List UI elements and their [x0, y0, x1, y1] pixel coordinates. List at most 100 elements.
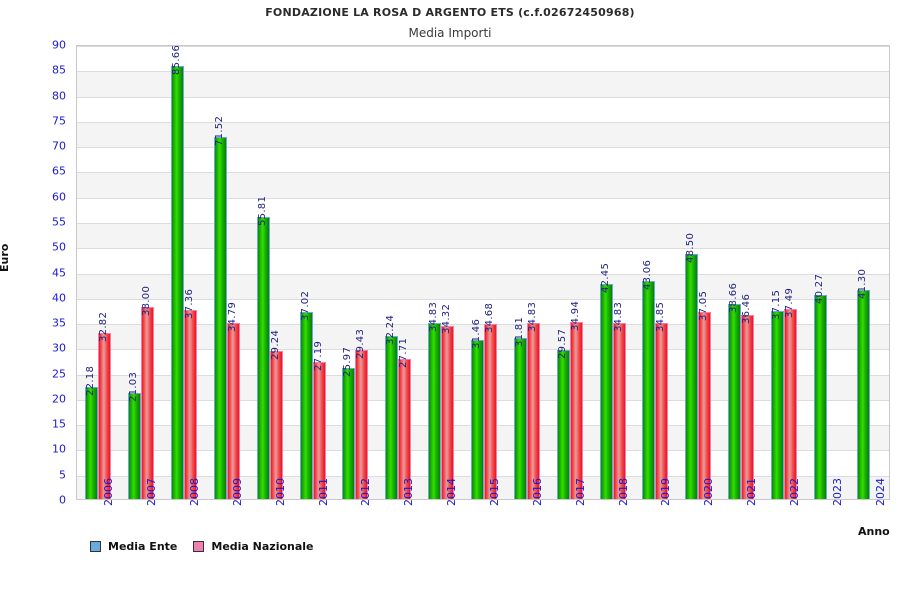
bar-value-label: 36.46: [741, 293, 753, 324]
plot-band: [77, 121, 889, 148]
legend-swatch-icon: [193, 541, 205, 552]
bar-value-label: 21.03: [128, 371, 140, 402]
bar-media-ente[interactable]: [513, 338, 527, 499]
bar-value-label: 31.81: [513, 317, 525, 348]
bar-media-ente[interactable]: [599, 284, 613, 499]
gridline: [77, 198, 889, 199]
y-axis-tick-label: 30: [52, 341, 66, 355]
x-axis-tick-label: 2014: [445, 478, 459, 506]
y-axis-tick-label: 85: [52, 63, 66, 77]
bar-media-nazionale[interactable]: [184, 310, 198, 499]
bar-media-ente[interactable]: [556, 349, 570, 499]
gridline: [77, 248, 889, 249]
bar-media-ente[interactable]: [85, 386, 99, 499]
bar-value-label: 27.19: [312, 340, 324, 371]
bar-media-ente[interactable]: [428, 322, 442, 499]
bar-media-nazionale[interactable]: [355, 350, 369, 499]
legend-item-media-ente[interactable]: Media Ente: [90, 540, 177, 553]
bar-value-label: 37.05: [698, 290, 710, 321]
x-axis-tick-label: 2017: [573, 478, 587, 506]
bar-value-label: 38.66: [728, 282, 740, 313]
y-axis-tick-label: 90: [52, 38, 66, 52]
bar-media-nazionale[interactable]: [569, 322, 583, 499]
bar-media-nazionale[interactable]: [312, 361, 326, 499]
gridline: [77, 97, 889, 98]
x-axis-tick-label: 2019: [659, 478, 673, 506]
bar-media-nazionale[interactable]: [398, 358, 412, 499]
bar-value-label: 37.15: [770, 290, 782, 321]
bar-media-ente[interactable]: [128, 392, 142, 499]
bar-media-nazionale[interactable]: [141, 306, 155, 499]
bar-media-ente[interactable]: [342, 367, 356, 499]
bar-media-nazionale[interactable]: [98, 333, 112, 499]
y-axis-tick-label: 25: [52, 367, 66, 381]
y-axis-tick-label: 5: [59, 468, 66, 482]
bar-media-nazionale[interactable]: [226, 323, 240, 499]
bar-media-ente[interactable]: [685, 253, 699, 499]
bar-value-label: 34.79: [226, 301, 238, 333]
legend-item-media-nazionale[interactable]: Media Nazionale: [193, 540, 314, 553]
bar-media-ente[interactable]: [171, 65, 185, 499]
bar-value-label: 32.24: [385, 314, 397, 345]
legend-label: Media Nazionale: [211, 540, 314, 553]
bar-media-ente[interactable]: [728, 303, 742, 499]
bar-value-label: 34.94: [569, 301, 581, 332]
gridline: [77, 223, 889, 224]
bar-value-label: 71.52: [213, 116, 225, 147]
bar-value-label: 37.36: [184, 288, 196, 320]
bar-media-ente[interactable]: [256, 216, 270, 499]
bar-media-ente[interactable]: [213, 137, 227, 499]
bar-media-nazionale[interactable]: [612, 322, 626, 499]
bar-value-label: 34.32: [441, 304, 453, 335]
bar-media-nazionale[interactable]: [698, 311, 712, 499]
bar-value-label: 41.30: [856, 269, 868, 300]
bar-value-label: 34.83: [526, 301, 538, 332]
chart-subtitle: Media Importi: [408, 26, 492, 40]
bar-value-label: 27.71: [398, 337, 410, 368]
bar-media-nazionale[interactable]: [655, 322, 669, 499]
bar-value-label: 43.06: [642, 260, 654, 291]
y-axis-tick-label: 45: [52, 266, 66, 279]
bar-value-label: 37.02: [299, 290, 311, 321]
bar-media-ente[interactable]: [385, 336, 399, 499]
bar-value-label: 34.83: [612, 301, 624, 332]
gridline: [77, 147, 889, 148]
plot-band: [77, 71, 889, 97]
bar-value-label: 29.43: [355, 329, 367, 360]
x-axis-label: Anno: [858, 525, 890, 538]
bar-media-nazionale[interactable]: [441, 325, 455, 499]
x-axis-tick-label: 2011: [316, 478, 330, 506]
x-axis-tick-label: 2016: [530, 478, 544, 506]
bar-media-nazionale[interactable]: [526, 322, 540, 499]
bar-value-label: 34.68: [484, 302, 495, 333]
plot-band: [77, 222, 889, 249]
bar-media-ente[interactable]: [299, 311, 313, 499]
bar-value-label: 42.45: [599, 263, 611, 294]
x-axis-tick-label: 2021: [745, 478, 759, 506]
x-axis-tick-label: 2008: [188, 478, 202, 506]
bar-value-label: 29.24: [269, 330, 281, 361]
x-axis-tick-label: 2020: [702, 478, 716, 506]
y-axis-tick-label: 40: [52, 291, 66, 305]
bar-media-ente[interactable]: [471, 339, 484, 499]
x-axis-tick-label: 2013: [402, 478, 416, 506]
bar-media-ente[interactable]: [856, 290, 870, 499]
bar-media-ente[interactable]: [642, 281, 656, 499]
bar-media-nazionale[interactable]: [783, 309, 797, 499]
bar-media-nazionale[interactable]: [741, 314, 755, 499]
y-axis-tick-label: 80: [52, 89, 66, 103]
y-axis-tick-label: 65: [52, 164, 66, 178]
bar-value-label: 48.50: [685, 232, 697, 263]
bar-media-ente[interactable]: [813, 295, 827, 499]
bar-media-ente[interactable]: [770, 311, 784, 499]
gridline: [77, 122, 889, 123]
bar-media-nazionale[interactable]: [484, 323, 497, 499]
x-axis-tick-label: 2009: [230, 478, 244, 506]
x-axis-tick-label: 2015: [488, 478, 501, 506]
bar-value-label: 32.82: [98, 311, 110, 343]
gridline: [77, 172, 889, 173]
y-axis-tick-label: 75: [52, 114, 66, 128]
bar-media-nazionale[interactable]: [269, 351, 283, 499]
gridline: [77, 46, 889, 47]
